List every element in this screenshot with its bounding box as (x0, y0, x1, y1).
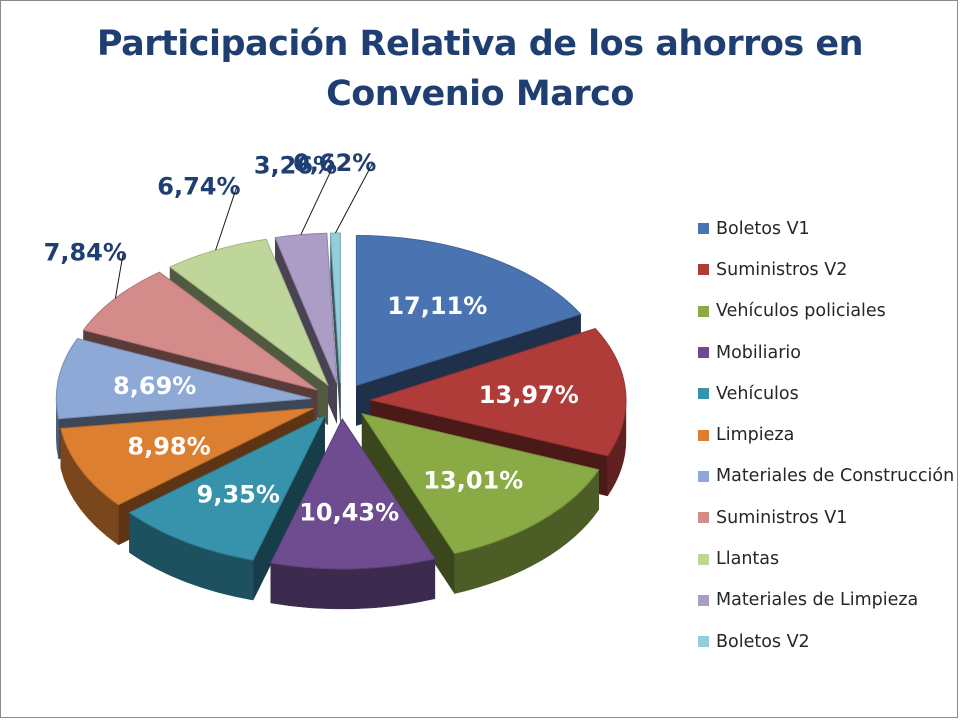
chart-title: Participación Relativa de los ahorros en… (1, 19, 959, 119)
data-label-9: 6,74% (157, 172, 240, 200)
legend-item: Materiales de Limpieza (698, 580, 954, 621)
pie-slice-4 (270, 417, 436, 570)
leader-line-11 (335, 162, 374, 234)
data-label-3: 13,01% (423, 466, 523, 494)
legend-swatch (698, 594, 709, 606)
data-label-6: 8,98% (127, 432, 210, 460)
data-label-10: 3,26% (254, 151, 337, 179)
data-label-11: 0,62% (293, 149, 376, 177)
legend-item: Vehículos policiales (698, 291, 954, 332)
legend-label: Limpieza (716, 425, 795, 446)
legend-item: Materiales de Construcción (698, 456, 954, 497)
legend-swatch (698, 264, 709, 276)
leader-line-9 (215, 186, 238, 251)
data-labels: 17,11% 13,97% 13,01% 10,43% 9,35% 8,98% 8,69% 7… (44, 149, 579, 526)
data-label-1: 17,11% (387, 292, 487, 320)
pie-slice-9 (169, 238, 329, 387)
legend-label: Mobiliario (716, 342, 801, 363)
legend-label: Vehículos (716, 383, 799, 404)
data-label-8: 7,84% (44, 238, 127, 266)
legend-label: Llantas (716, 549, 780, 570)
data-label-7: 8,69% (113, 372, 196, 400)
chart-title-line-1: Participación Relativa de los ahorros en (96, 24, 864, 64)
legend-label: Materiales de Limpieza (716, 590, 919, 611)
chart-title-line-2: Convenio Marco (326, 74, 634, 114)
legend-item: Boletos V1 (698, 208, 954, 249)
legend-item: Suministros V1 (698, 497, 954, 538)
legend-swatch (698, 388, 709, 400)
legend-label: Materiales de Construcción (716, 466, 955, 487)
legend-item: Llantas (698, 538, 954, 579)
data-label-2: 13,97% (479, 381, 579, 409)
legend-swatch (698, 470, 709, 482)
leader-line-10 (300, 165, 334, 235)
legend-label: Boletos V2 (716, 631, 810, 652)
legend-label: Suministros V1 (716, 507, 848, 528)
legend-swatch (698, 553, 709, 565)
legend-swatch (698, 223, 709, 235)
legend-label: Boletos V1 (716, 218, 810, 239)
pie-slice-1 (355, 235, 582, 387)
leader-line-8 (114, 252, 124, 299)
pie-slice-7 (55, 338, 312, 420)
pie-slice-5 (128, 414, 326, 561)
legend-item: Vehículos (698, 373, 954, 414)
legend-swatch (698, 512, 709, 524)
pie-slice-6 (60, 407, 314, 506)
legend-item: Boletos V2 (698, 621, 954, 662)
legend-swatch (698, 305, 709, 317)
legend-item: Limpieza (698, 414, 954, 455)
legend-swatch (698, 429, 709, 441)
legend-swatch (698, 636, 709, 648)
pie-slice-2 (369, 328, 627, 457)
pie-slice-tops (55, 232, 627, 570)
legend-swatch (698, 347, 709, 359)
legend-label: Vehículos policiales (716, 301, 886, 322)
legend-item: Mobiliario (698, 332, 954, 373)
data-label-5: 9,35% (197, 480, 280, 508)
legend-label: Suministros V2 (716, 259, 848, 280)
legend-item: Suministros V2 (698, 249, 954, 290)
chart-legend: Boletos V1 Suministros V2 Vehículos polici… (698, 208, 954, 662)
data-label-4: 10,43% (299, 498, 399, 526)
pie-slice-3 (360, 413, 600, 555)
